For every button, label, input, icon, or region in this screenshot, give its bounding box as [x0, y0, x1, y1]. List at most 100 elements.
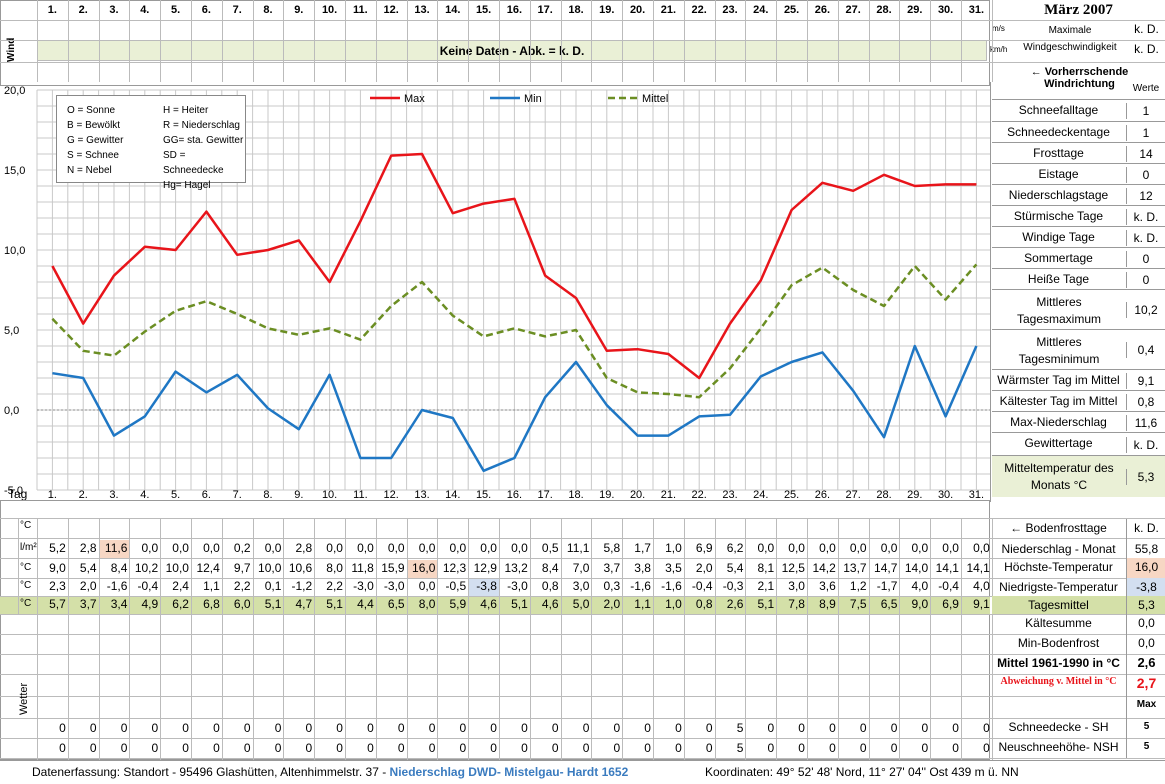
- stat-label: Frosttage: [1033, 146, 1084, 160]
- footer-location: Datenerfassung: Standort - 95496 Glashüt…: [32, 765, 390, 779]
- table-cell: 0,0: [819, 541, 836, 555]
- snow-cell: 5: [736, 741, 744, 755]
- y-tick-label: -5,0: [4, 485, 23, 497]
- table-cell: 0,8: [541, 579, 559, 593]
- table-cell: 0,0: [788, 541, 805, 555]
- table-grid-line: [468, 518, 470, 760]
- stat-value: 0: [1126, 166, 1165, 183]
- table-grid-line: [98, 518, 100, 760]
- table-cell: 3,0: [788, 579, 805, 593]
- table-cell: 2,1: [757, 579, 775, 593]
- summary-row: Min-Bodenfrost 0,0: [992, 634, 1165, 654]
- legend-abbrev-item: B = Bewölkt: [67, 120, 121, 131]
- snow-cell: 0: [459, 721, 467, 735]
- day-header-cell: 9.: [294, 4, 304, 16]
- table-cell: 2,2: [233, 579, 251, 593]
- table-grid-line: [283, 518, 285, 760]
- series-line-max: [51, 152, 977, 380]
- day-axis-label: 31.: [969, 489, 984, 501]
- header-grid-line: [283, 0, 285, 82]
- table-cell: 3,4: [110, 597, 128, 611]
- table-cell: 11,6: [98, 540, 130, 558]
- summary-label: Neuschneehöhe- NSH: [998, 740, 1119, 754]
- table-cell: 0,0: [172, 541, 189, 555]
- snow-cell: 0: [397, 741, 405, 755]
- summary-label: Tagesmittel: [1028, 598, 1089, 612]
- table-row-line: [0, 758, 1165, 759]
- table-cell: 2,2: [326, 579, 343, 593]
- snow-cell: 0: [644, 741, 651, 755]
- legend-label: Min: [524, 93, 542, 105]
- table-cell: 0,0: [973, 541, 990, 555]
- header-grid-line: [221, 0, 223, 82]
- wind-val-ms: k. D.: [1134, 22, 1159, 36]
- table-cell: 1,0: [665, 541, 682, 555]
- table-row-line: [0, 738, 1165, 739]
- wind-direction-label: ← Vorherrschende Windrichtung: [1030, 66, 1129, 90]
- table-cell: 0,0: [511, 541, 528, 555]
- table-grid-line: [930, 518, 932, 760]
- summary-row: Max: [992, 696, 1165, 718]
- day-header-cell: 21.: [660, 4, 677, 16]
- table-cell: 7,5: [849, 597, 867, 611]
- day-header-cell: 11.: [353, 4, 368, 16]
- snow-cell: 0: [582, 741, 590, 755]
- table-cell: 4,0: [911, 579, 929, 593]
- table-cell: 13,2: [504, 561, 528, 575]
- legend-abbrev-item: SD = Schneedecke: [163, 150, 224, 176]
- wind-banner-text: Keine Daten - Abk. = k. D.: [439, 44, 585, 58]
- snow-cell: 0: [551, 741, 559, 755]
- table-cell: -1,2: [291, 579, 313, 593]
- wetter-label: Wetter: [0, 655, 36, 745]
- header-grid-line: [961, 0, 962, 82]
- summary-row: Niedrigste-Temperatur -3,8: [992, 578, 1165, 596]
- day-axis-label: 7.: [233, 489, 242, 501]
- table-grid-line: [961, 518, 962, 760]
- header-grid-line: [622, 0, 624, 82]
- table-cell: 1,2: [849, 579, 867, 593]
- header-grid-line: [129, 0, 131, 82]
- top-grid: [0, 0, 990, 86]
- table-cell: 0,1: [264, 579, 282, 593]
- table-cell: 6,0: [233, 597, 251, 611]
- day-axis-label: 8.: [263, 489, 272, 501]
- table-cell: 9,0: [49, 561, 66, 575]
- table-cell: -1,6: [661, 579, 682, 593]
- header-grid-line: [468, 0, 470, 82]
- table-cell: 2,4: [172, 579, 189, 593]
- y-tick-label: 20,0: [4, 86, 25, 97]
- stat-row: Sommertage 0: [992, 247, 1165, 268]
- y-tick-label: 10,0: [4, 245, 25, 257]
- day-header-cell: 30.: [937, 4, 954, 16]
- table-cell: 0,0: [911, 541, 929, 555]
- stat-label: Schneedeckentage: [1007, 125, 1110, 139]
- table-cell: 3,8: [634, 561, 651, 575]
- table-cell: 4,6: [541, 597, 559, 611]
- table-grid-line: [375, 518, 377, 760]
- snow-cell: 0: [89, 741, 97, 755]
- table-cell: 6,2: [726, 541, 744, 555]
- snow-cell: 0: [644, 721, 651, 735]
- y-tick-label: 0,0: [4, 405, 19, 417]
- stat-label: Gewittertage: [1024, 436, 1093, 450]
- table-cell: 12,9: [473, 561, 497, 575]
- snow-cell: 0: [120, 721, 128, 735]
- table-cell: 8,0: [418, 597, 436, 611]
- y-tick-label: 15,0: [4, 165, 25, 177]
- snow-cell: 0: [521, 741, 528, 755]
- snow-cell: 0: [798, 721, 805, 735]
- day-header-cell: 17.: [537, 4, 553, 16]
- summary-value: 5,3: [1126, 596, 1165, 614]
- day-header-cell: 20.: [629, 4, 646, 16]
- stat-row: Schneefalltage 1: [992, 99, 1165, 121]
- table-cell: 4,7: [295, 597, 313, 611]
- summary-row: Kältesumme 0,0: [992, 614, 1165, 634]
- legend-abbrev-item: R = Niederschlag: [163, 120, 240, 131]
- header-grid-line: [807, 0, 808, 82]
- stat-row: Windige Tage k. D.: [992, 226, 1165, 247]
- table-grid-line: [345, 518, 346, 760]
- table-cell: 5,1: [264, 597, 282, 611]
- stat-value: 12: [1126, 187, 1165, 204]
- day-header-cell: 29.: [907, 4, 923, 16]
- day-header-cell: 12.: [383, 4, 399, 16]
